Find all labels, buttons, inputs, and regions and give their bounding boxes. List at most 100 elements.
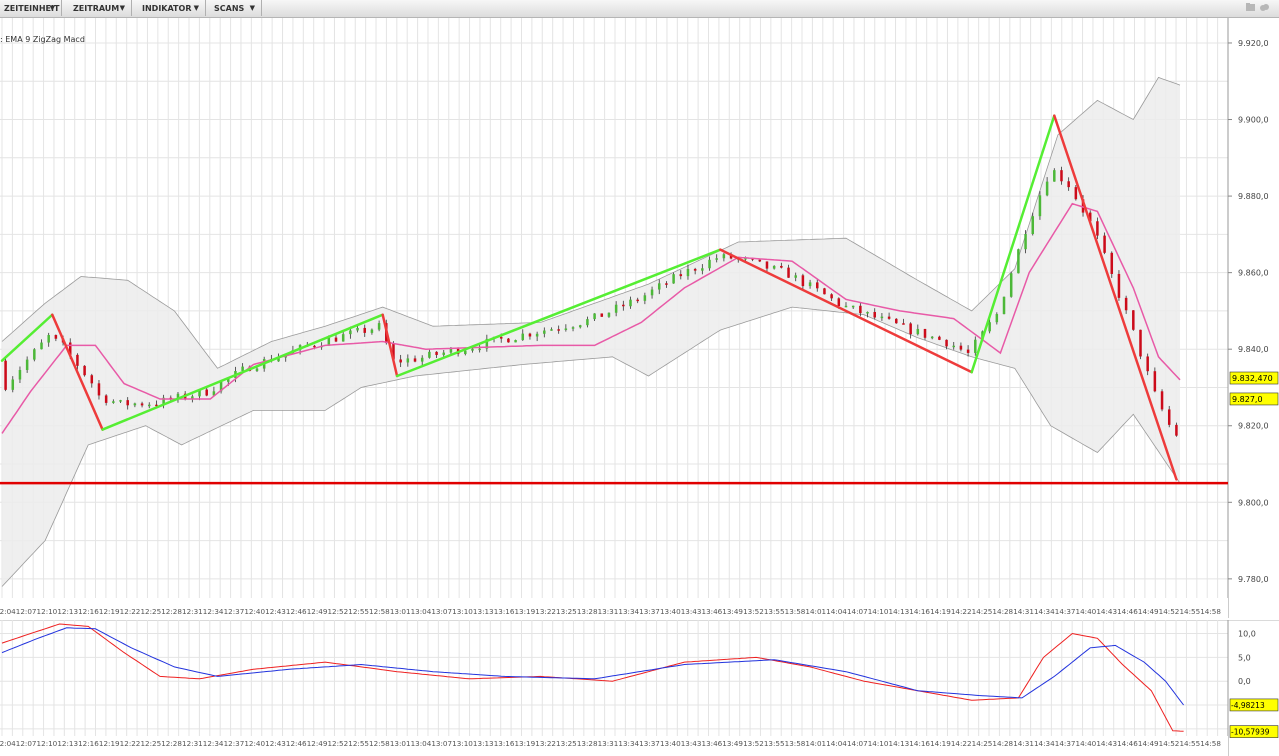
- indikator-label: INDIKATOR: [142, 4, 192, 13]
- candle: [995, 312, 999, 325]
- candle: [665, 281, 668, 288]
- candle: [25, 356, 29, 373]
- candle: [780, 262, 783, 269]
- time-tick-label: 14:43: [1096, 607, 1117, 616]
- candle: [902, 318, 905, 325]
- zigzag-up-segment: [0, 313, 54, 362]
- price-chart[interactable]: 9.920,0 9.900,0 9.880,0 9.860,0 9.840,0 9.820…: [0, 18, 1279, 620]
- price-tick-label: 9.820,0: [1238, 422, 1269, 431]
- zeitraum-dropdown[interactable]: ZEITRAUM ▼: [67, 0, 132, 16]
- time-tick-label: 12:22: [120, 607, 141, 616]
- candle: [643, 292, 647, 305]
- candle: [528, 332, 532, 340]
- macd-tick-label: 5,0: [1238, 653, 1251, 662]
- macd-time-tick-label: 12:19: [99, 739, 120, 748]
- candle: [1117, 270, 1121, 301]
- chart-toolbar: ZEITEINHEIT ▼ ZEITRAUM ▼ INDIKATOR ▼ SCA…: [0, 0, 1279, 18]
- candle: [205, 387, 208, 397]
- scans-dropdown[interactable]: SCANS ▼: [208, 0, 262, 16]
- time-tick-label: 14:58: [1200, 607, 1221, 616]
- candle: [147, 402, 151, 409]
- time-tick-label: 12:13: [57, 607, 78, 616]
- macd-badge-label: -10,57939: [1231, 728, 1270, 737]
- macd-time-tick-label: 14:52: [1159, 739, 1180, 748]
- candle: [701, 264, 704, 275]
- time-tick-label: 12:34: [203, 607, 224, 616]
- candle: [966, 345, 970, 357]
- macd-time-tick-label: 13:46: [702, 739, 723, 748]
- candle: [823, 287, 826, 295]
- macd-time-tick-label: 14:07: [847, 739, 868, 748]
- bollinger-band-lower-line: [1, 306, 1181, 587]
- candle: [693, 267, 697, 275]
- candle: [420, 355, 424, 366]
- time-tick-label: 12:52: [327, 607, 348, 616]
- folder-icon[interactable]: [1245, 2, 1271, 12]
- macd-time-tick-label: 13:40: [660, 739, 681, 748]
- candle: [4, 356, 7, 392]
- macd-time-tick-label: 14:31: [1013, 739, 1034, 748]
- time-tick-label: 12:40: [244, 607, 265, 616]
- candle: [507, 337, 510, 343]
- macd-time-tick-label: 14:28: [992, 739, 1013, 748]
- chevron-down-icon: ▼: [49, 4, 55, 12]
- candle: [370, 328, 374, 335]
- macd-time-tick-label: 12:43: [265, 739, 286, 748]
- price-tick-label: 9.900,0: [1238, 116, 1269, 125]
- candle: [715, 254, 718, 263]
- candle: [126, 397, 129, 410]
- time-tick-label: 13:34: [618, 607, 639, 616]
- macd-time-tick-label: 13:31: [598, 739, 619, 748]
- time-tick-label: 14:10: [868, 607, 889, 616]
- time-tick-label: 13:58: [785, 607, 806, 616]
- macd-time-tick-label: 13:22: [535, 739, 556, 748]
- candle: [1031, 212, 1035, 236]
- time-tick-label: 14:40: [1076, 607, 1097, 616]
- candle: [765, 261, 769, 272]
- macd-tick-label: 10,0: [1238, 630, 1256, 639]
- scans-label: SCANS: [214, 4, 245, 13]
- candle: [47, 332, 50, 347]
- price-tick-label: 9.880,0: [1238, 192, 1269, 201]
- time-tick-label: 13:10: [452, 607, 473, 616]
- macd-time-tick-label: 13:13: [473, 739, 494, 748]
- macd-chart[interactable]: 10,05,00,0-4,98213-10,57939 12:0412:0712…: [0, 620, 1279, 756]
- candle: [1167, 405, 1171, 428]
- macd-time-tick-label: 13:16: [494, 739, 515, 748]
- time-tick-label: 13:25: [556, 607, 577, 616]
- macd-time-tick-label: 12:49: [307, 739, 328, 748]
- candle: [887, 312, 891, 320]
- candle: [90, 373, 94, 388]
- macd-time-tick-label: 14:13: [889, 739, 910, 748]
- candle: [514, 339, 517, 343]
- candle: [686, 264, 690, 280]
- time-tick-label: 12:28: [161, 607, 182, 616]
- candle: [636, 297, 639, 304]
- candle: [1045, 177, 1049, 197]
- time-tick-label: 13:13: [473, 607, 494, 616]
- time-tick-label: 12:04: [0, 607, 16, 616]
- zigzag-lines: [0, 114, 1178, 481]
- ema-9-line: [1, 202, 1181, 434]
- macd-time-tick-label: 14:22: [951, 739, 972, 748]
- candle: [923, 328, 927, 340]
- candle: [938, 335, 941, 341]
- macd-time-tick-label: 14:10: [868, 739, 889, 748]
- zigzag-down-segment: [719, 248, 973, 374]
- price-badge: [1229, 371, 1279, 385]
- time-tick-label: 12:55: [348, 607, 369, 616]
- indikator-dropdown[interactable]: INDIKATOR ▼: [136, 0, 206, 16]
- candle: [974, 336, 977, 356]
- time-tick-label: 13:07: [431, 607, 452, 616]
- candle: [1017, 248, 1020, 274]
- candle: [844, 302, 848, 308]
- candle: [873, 308, 876, 320]
- macd-time-tick-label: 12:37: [224, 739, 245, 748]
- time-tick-label: 13:46: [702, 607, 723, 616]
- macd-time-tick-label: 13:52: [743, 739, 764, 748]
- zeiteinheit-dropdown[interactable]: ZEITEINHEIT ▼: [0, 0, 62, 16]
- candle: [550, 327, 553, 331]
- time-tick-label: 12:25: [140, 607, 161, 616]
- candle: [614, 301, 618, 317]
- macd-time-tick-label: 12:52: [327, 739, 348, 748]
